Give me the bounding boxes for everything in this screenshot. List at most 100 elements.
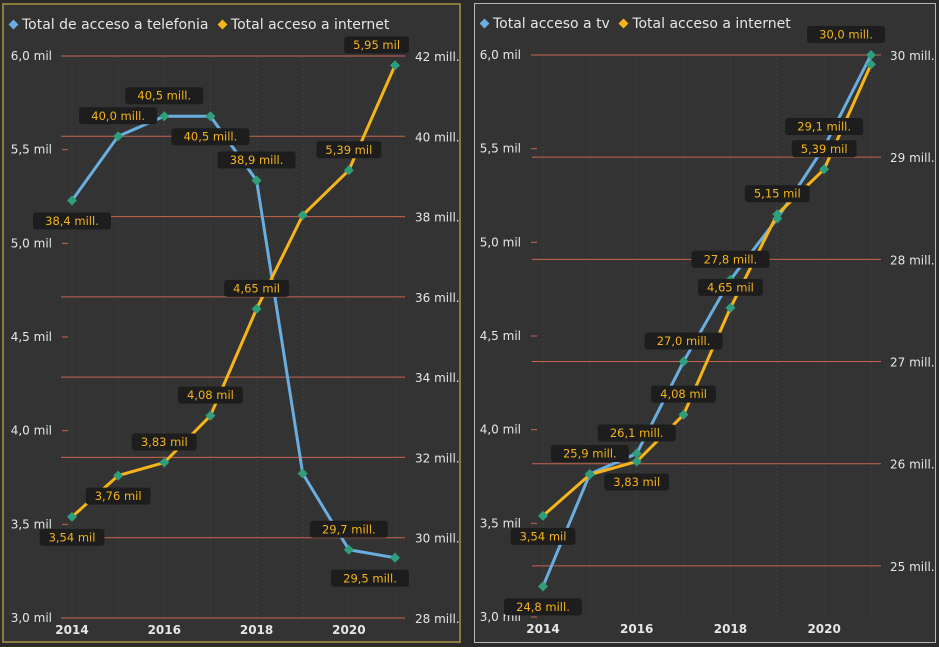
data-point [390, 552, 400, 563]
data-label: 5,39 mil [316, 141, 382, 159]
left-axis-tick-label: 3,5 mil [480, 516, 521, 530]
data-label: 3,54 mil [39, 528, 105, 546]
left-axis-tick-label: 4,5 mil [11, 330, 52, 344]
data-label-text: 5,15 mil [754, 187, 801, 201]
data-label: 25,9 mill. [550, 444, 629, 462]
data-label-box [785, 117, 864, 135]
data-label: 27,0 mill. [644, 332, 723, 350]
data-point [67, 511, 77, 522]
data-label-box [33, 212, 111, 230]
data-label: 26,1 mill. [597, 424, 676, 442]
data-label-box [309, 520, 388, 538]
data-label-box [217, 151, 296, 169]
right-axis-tick-label: 30 mill. [415, 532, 459, 546]
data-label-text: 5,39 mil [325, 143, 372, 157]
data-label: 40,5 mill. [125, 87, 204, 105]
data-label: 4,08 mil [178, 386, 243, 404]
data-label: 4,65 mil [698, 278, 763, 296]
series-line [542, 63, 873, 517]
x-axis-tick-label: 2018 [714, 622, 747, 636]
x-axis: 2014 2016 2018 2020 [526, 622, 841, 636]
data-label-text: 24,8 mill. [516, 600, 570, 614]
data-label-box [698, 278, 763, 296]
data-point [390, 60, 400, 71]
data-label-box [744, 185, 810, 203]
data-label-text: 40,5 mill. [137, 89, 191, 103]
gridlines [532, 54, 881, 617]
left-axis-tick-label: 6,0 mil [11, 49, 52, 63]
legend-label: Total acceso a internet [632, 16, 791, 32]
left-axis-tick-label: 4,5 mil [480, 329, 521, 343]
data-label-text: 29,7 mill. [322, 522, 376, 536]
left-axis-tick-label: 4,0 mil [11, 424, 52, 438]
data-label: 5,95 mil [344, 36, 409, 54]
data-label-text: 3,83 mil [613, 475, 660, 489]
x-axis: 2014 2016 2018 2020 [55, 623, 365, 637]
left-axis-tick-label: 4,0 mil [480, 423, 521, 437]
right-axis-tick-label: 34 mill. [415, 371, 459, 385]
data-label-text: 29,5 mill. [343, 571, 397, 585]
x-axis-tick-label: 2016 [620, 622, 653, 636]
data-point [866, 50, 876, 60]
right-axis-tick-label: 40 mill. [415, 130, 459, 144]
data-label-box [39, 528, 105, 546]
data-label-text: 40,5 mill. [184, 130, 238, 144]
data-label-text: 5,39 mil [801, 142, 848, 156]
data-label: 5,15 mil [744, 185, 810, 203]
left-axis-tick-label: 6,0 mil [480, 48, 521, 62]
data-label-text: 4,08 mil [660, 387, 707, 401]
legend-item-tv[interactable]: Total acceso a tv [479, 16, 610, 32]
right-axis-tick-label: 29 mill. [890, 151, 935, 165]
right-axis: 28 mill. 30 mill. 32 mill. 34 mill. 36 mill.… [415, 50, 459, 626]
legend-label: Total de acceso a telefonia [22, 17, 209, 33]
left-axis-tick-label: 5,5 mil [480, 142, 521, 156]
data-point [772, 209, 783, 220]
data-point [67, 195, 77, 206]
data-label-box [510, 527, 576, 545]
x-axis-tick-label: 2018 [240, 623, 273, 637]
data-label: 24,8 mill. [504, 598, 582, 616]
data-point [159, 111, 170, 122]
data-label-text: 25,9 mill. [563, 446, 617, 460]
data-point [819, 164, 830, 175]
data-label-text: 3,83 mil [141, 435, 188, 449]
data-label-box [597, 424, 676, 442]
left-axis-tick-label: 5,0 mil [480, 235, 521, 249]
series-group [538, 50, 876, 592]
right-axis-tick-label: 28 mill. [415, 612, 459, 626]
data-label-text: 4,65 mil [233, 281, 280, 295]
data-label: 3,76 mil [85, 487, 151, 505]
legend-item-internet[interactable]: Total acceso a internet [618, 16, 791, 32]
data-label: 4,08 mil [651, 385, 716, 403]
series-line [71, 64, 397, 518]
legend-item-telefonia[interactable]: Total de acceso a telefonia [8, 17, 209, 33]
data-label-box [807, 26, 885, 43]
right-axis-tick-label: 27 mill. [890, 356, 935, 370]
data-label-box [125, 87, 204, 105]
legend-item-internet[interactable]: Total acceso a internet [217, 17, 389, 33]
data-label-box [504, 598, 582, 616]
left-axis-tick-label: 5,5 mil [11, 143, 52, 157]
data-label: 38,4 mill. [33, 212, 111, 230]
data-label-box [85, 487, 151, 505]
data-label-box [131, 433, 197, 451]
series-line [541, 54, 873, 587]
left-axis-tick-label: 3,5 mil [11, 517, 52, 531]
data-point [113, 470, 124, 481]
data-point [725, 302, 736, 313]
data-label-box [331, 569, 409, 587]
data-label-box [224, 279, 289, 297]
data-label-text: 27,8 mill. [704, 252, 758, 266]
data-label-box [550, 444, 629, 462]
data-label: 29,1 mill. [785, 117, 864, 135]
data-point [297, 468, 308, 479]
right-axis-tick-label: 38 mill. [415, 211, 459, 225]
data-label-box [316, 141, 382, 159]
data-label: 29,5 mill. [331, 569, 409, 587]
data-label: 5,39 mil [791, 140, 857, 158]
x-axis-tick-label: 2014 [526, 622, 559, 636]
right-axis-tick-label: 30 mill. [890, 49, 935, 63]
data-label-text: 3,54 mil [49, 530, 96, 544]
data-label: 40,5 mill. [171, 128, 250, 146]
data-point [678, 356, 689, 367]
